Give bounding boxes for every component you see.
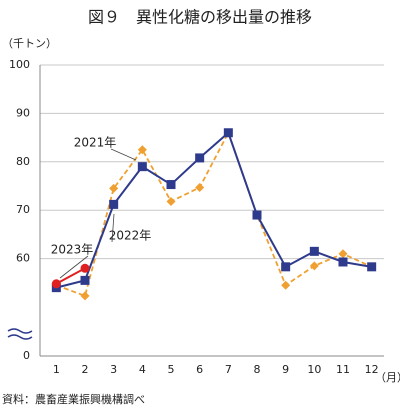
y-tick-label: 100 — [9, 58, 30, 71]
point — [281, 262, 291, 272]
y-tick-label: 80 — [16, 155, 30, 168]
y-tick-label: 0 — [23, 349, 30, 362]
source-note: 資料：農畜産業振興機構調べ — [2, 392, 145, 406]
break-wave — [7, 334, 33, 340]
x-tick-label: 5 — [168, 363, 175, 376]
x-tick-label: 12 — [365, 363, 379, 376]
point — [338, 249, 348, 259]
legend-leader — [111, 213, 115, 243]
x-tick-label: 2 — [82, 363, 89, 376]
point — [137, 162, 147, 172]
point — [309, 246, 319, 256]
legend-label: 2021年 — [74, 136, 117, 150]
series-line — [56, 130, 373, 298]
y-axis-label: （千トン） — [2, 37, 57, 50]
point — [137, 145, 147, 155]
point — [223, 128, 233, 138]
x-tick-label: 6 — [196, 363, 203, 376]
point — [166, 196, 176, 206]
y-tick-label: 70 — [16, 203, 30, 216]
point — [109, 183, 119, 193]
x-tick-label: 9 — [282, 363, 289, 376]
x-tick-label: 10 — [307, 363, 321, 376]
x-tick-label: 1 — [53, 363, 60, 376]
point — [338, 257, 348, 267]
series-line — [55, 267, 86, 285]
point — [281, 280, 291, 290]
point — [309, 261, 319, 271]
point — [80, 263, 90, 273]
axis-break — [7, 328, 33, 340]
y-tick-label: 90 — [16, 106, 30, 119]
x-tick-label: 8 — [254, 363, 261, 376]
point — [80, 291, 90, 301]
point — [195, 153, 205, 163]
x-tick-label: 11 — [336, 363, 350, 376]
x-tick-label: 7 — [225, 363, 232, 376]
point — [195, 182, 205, 192]
x-tick-label: 3 — [110, 363, 117, 376]
legend-label: 2022年 — [109, 229, 152, 243]
series-line — [56, 131, 372, 289]
point — [252, 210, 262, 220]
point — [109, 199, 119, 209]
point — [166, 180, 176, 190]
x-axis-label: （月） — [375, 371, 400, 384]
legend-leader — [110, 148, 137, 161]
legend-label: 2023年 — [51, 243, 94, 257]
y-tick-label: 60 — [16, 252, 30, 265]
break-wave — [7, 328, 33, 334]
x-tick-label: 4 — [139, 363, 146, 376]
point — [367, 262, 377, 272]
point — [80, 275, 90, 285]
legend-leader — [59, 255, 89, 279]
point — [51, 279, 61, 289]
chart-title: 図９ 異性化糖の移出量の推移 — [88, 8, 312, 27]
